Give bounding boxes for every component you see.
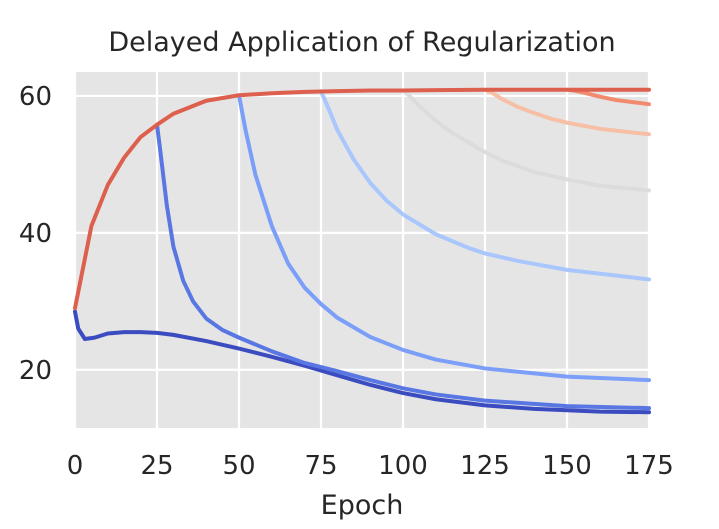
series-line-8 xyxy=(73,87,651,311)
x-tick-label-75: 75 xyxy=(304,451,337,481)
grid-layer xyxy=(73,72,651,428)
y-tick-label-40: 40 xyxy=(19,219,52,249)
x-tick-label-175: 175 xyxy=(624,451,674,481)
series-line-1 xyxy=(73,309,651,415)
x-tick-label-25: 25 xyxy=(140,451,173,481)
x-axis-label: Epoch xyxy=(321,490,404,521)
x-tick-label-125: 125 xyxy=(460,451,510,481)
x-tick-label-100: 100 xyxy=(378,451,428,481)
tick-layer: 0 25 50 75 100 125 150 175 20 40 60 xyxy=(19,82,674,481)
chart-title: Delayed Application of Regularization xyxy=(108,27,615,58)
series-line-4 xyxy=(319,89,651,282)
y-tick-label-20: 20 xyxy=(19,356,52,386)
x-tick-label-150: 150 xyxy=(542,451,592,481)
series-line-5 xyxy=(401,88,651,193)
series-layer xyxy=(73,87,651,415)
series-line-3 xyxy=(237,93,651,383)
series-line-2 xyxy=(155,122,651,411)
y-tick-label-60: 60 xyxy=(19,82,52,112)
x-tick-label-0: 0 xyxy=(67,451,84,481)
plot-area xyxy=(75,72,649,428)
x-tick-label-50: 50 xyxy=(222,451,255,481)
series-line-6 xyxy=(483,87,651,137)
